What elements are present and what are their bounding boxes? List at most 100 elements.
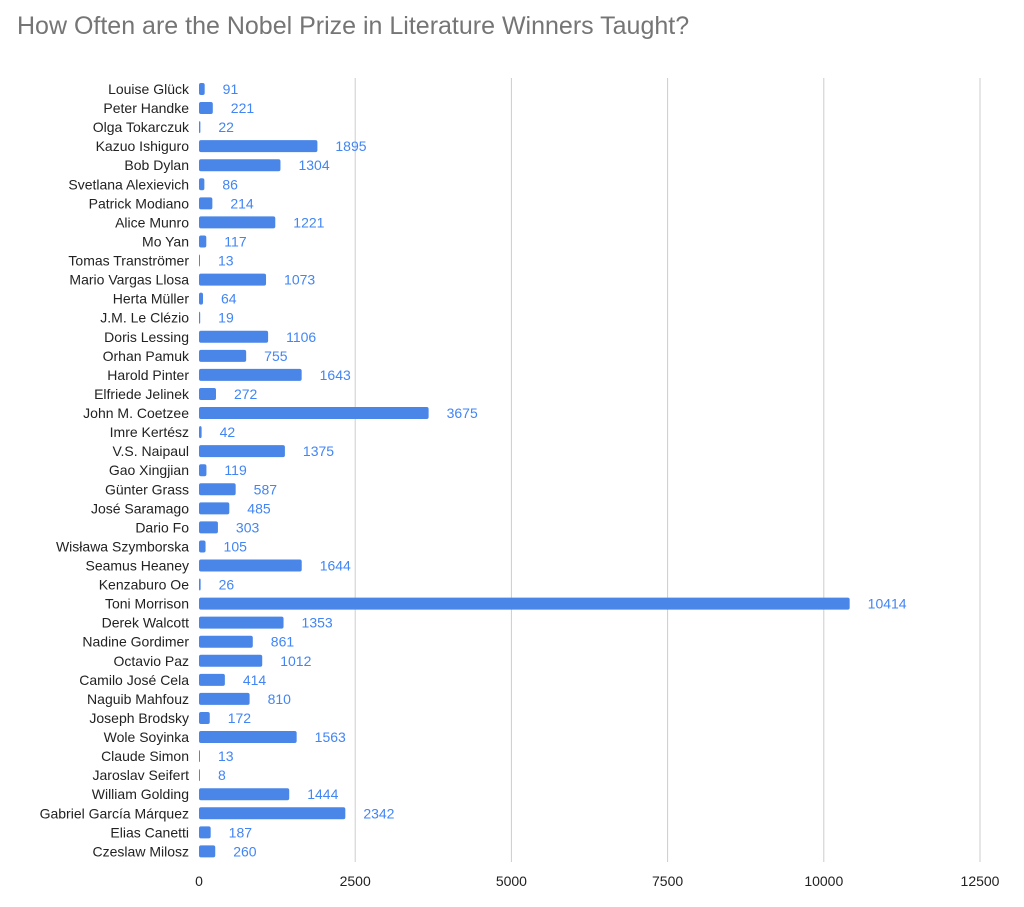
bar xyxy=(199,349,247,362)
x-tick-label: 5000 xyxy=(496,873,527,889)
bar xyxy=(199,845,216,858)
value-label: 64 xyxy=(221,291,237,307)
value-label: 1643 xyxy=(320,367,351,383)
category-label: Toni Morrison xyxy=(105,596,189,612)
category-label: V.S. Naipaul xyxy=(112,443,189,459)
bar xyxy=(199,121,201,134)
category-label: Gabriel García Márquez xyxy=(40,805,189,821)
category-label: Bob Dylan xyxy=(124,157,189,173)
bar xyxy=(199,654,263,667)
value-label: 810 xyxy=(268,691,292,707)
category-label: Wole Soyinka xyxy=(104,729,190,745)
category-label: Joseph Brodsky xyxy=(89,710,189,726)
x-axis-tick-labels: 0 2500 5000 7500 10000 12500 xyxy=(195,873,1000,889)
x-tick-label: 2500 xyxy=(340,873,371,889)
category-labels: Louise Glück Peter Handke Olga Tokarczuk Ka… xyxy=(40,81,190,859)
value-label: 260 xyxy=(233,843,257,859)
value-label: 42 xyxy=(220,424,236,440)
category-label: Jaroslav Seifert xyxy=(93,767,190,783)
value-label: 221 xyxy=(231,100,255,116)
category-label: Olga Tokarczuk xyxy=(93,119,190,135)
bar xyxy=(199,750,200,763)
category-label: Herta Müller xyxy=(113,291,190,307)
bar xyxy=(199,731,297,744)
value-label: 1221 xyxy=(293,214,324,230)
category-label: José Saramago xyxy=(91,500,189,516)
category-label: William Golding xyxy=(92,786,189,802)
bar xyxy=(199,159,281,172)
bar xyxy=(199,616,284,629)
value-label: 13 xyxy=(218,748,234,764)
category-label: Louise Glück xyxy=(108,81,190,97)
value-label: 1106 xyxy=(286,329,316,345)
bar xyxy=(199,426,202,439)
bar xyxy=(199,635,253,648)
value-label: 303 xyxy=(236,519,260,535)
category-label: Nadine Gordimer xyxy=(82,634,189,650)
value-label: 587 xyxy=(254,481,278,497)
bar xyxy=(199,235,207,248)
value-label: 1895 xyxy=(335,138,366,154)
category-label: Camilo José Cela xyxy=(79,672,189,688)
category-label: John M. Coetzee xyxy=(83,405,189,421)
value-label: 861 xyxy=(271,634,295,650)
category-label: Octavio Paz xyxy=(114,653,189,669)
bar xyxy=(199,254,200,267)
value-label: 26 xyxy=(219,577,235,593)
bar xyxy=(199,311,201,324)
category-label: Naguib Mahfouz xyxy=(87,691,189,707)
bar xyxy=(199,83,205,95)
x-tick-label: 7500 xyxy=(652,873,683,889)
category-label: Mo Yan xyxy=(142,233,189,249)
category-label: Derek Walcott xyxy=(102,615,190,631)
value-label: 1012 xyxy=(280,653,311,669)
bar xyxy=(199,521,218,534)
bars xyxy=(199,83,850,858)
value-label: 1304 xyxy=(298,157,329,173)
value-label: 3675 xyxy=(447,405,478,421)
value-label: 10414 xyxy=(868,596,907,612)
bar xyxy=(199,692,250,705)
category-label: Tomas Tranströmer xyxy=(68,253,189,269)
value-labels: 91 221 22 1895 1304 86 214 1221 117 13 1073 64 19 110… xyxy=(218,81,907,859)
value-label: 19 xyxy=(218,310,234,326)
bar xyxy=(199,273,267,286)
category-label: Mario Vargas Llosa xyxy=(69,272,189,288)
x-tick-label: 0 xyxy=(195,873,203,889)
bar xyxy=(199,216,276,229)
bar xyxy=(199,387,216,400)
category-label: Günter Grass xyxy=(105,481,189,497)
value-label: 172 xyxy=(228,710,252,726)
bar xyxy=(199,826,211,839)
x-tick-label: 10000 xyxy=(804,873,843,889)
value-label: 2342 xyxy=(363,805,394,821)
bar xyxy=(199,445,285,458)
category-label: Peter Handke xyxy=(103,100,189,116)
category-label: Claude Simon xyxy=(101,748,189,764)
x-tick-label: 12500 xyxy=(961,873,1000,889)
bar xyxy=(199,330,269,343)
value-label: 214 xyxy=(230,195,254,211)
bar xyxy=(199,464,207,477)
category-label: Kazuo Ishiguro xyxy=(96,138,190,154)
category-label: Svetlana Alexievich xyxy=(68,176,189,192)
value-label: 485 xyxy=(247,500,271,516)
value-label: 272 xyxy=(234,386,258,402)
value-label: 91 xyxy=(223,81,239,97)
bar xyxy=(199,502,230,515)
value-label: 13 xyxy=(218,253,234,269)
value-label: 119 xyxy=(224,462,247,478)
bar xyxy=(199,540,206,553)
category-label: Elfriede Jelinek xyxy=(94,386,190,402)
category-label: Orhan Pamuk xyxy=(103,348,190,364)
value-label: 187 xyxy=(229,824,253,840)
category-label: Elias Canetti xyxy=(110,824,189,840)
category-label: Imre Kertész xyxy=(110,424,189,440)
category-label: Alice Munro xyxy=(115,214,189,230)
category-label: J.M. Le Clézio xyxy=(100,310,189,326)
bar xyxy=(199,559,302,572)
bar xyxy=(199,788,290,801)
value-label: 1073 xyxy=(284,272,315,288)
gridlines xyxy=(354,78,981,862)
